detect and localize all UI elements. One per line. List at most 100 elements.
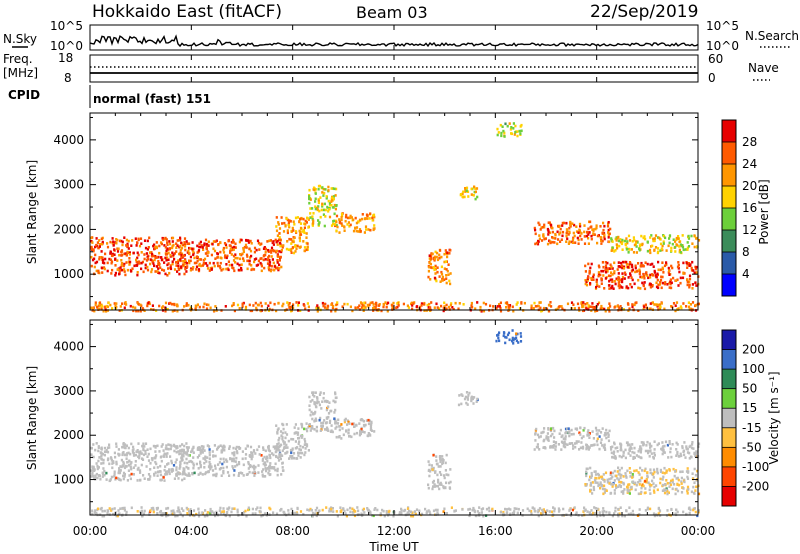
power-cell [686, 263, 689, 266]
power-cell [309, 212, 312, 215]
power-cell [288, 237, 291, 241]
power-cell [474, 307, 477, 310]
power-cell [357, 230, 360, 233]
velocity-cell [262, 446, 265, 449]
power-cell [672, 302, 676, 305]
velocity-cell [304, 447, 307, 450]
velocity-cell [570, 433, 573, 436]
power-cell [392, 301, 395, 305]
power-cell [320, 208, 323, 212]
power-cell [316, 304, 319, 307]
velocity-cell [545, 435, 548, 438]
power-cell [568, 226, 571, 230]
power-cell [204, 262, 208, 265]
velocity-cell [629, 512, 633, 515]
velocity-cell [166, 470, 169, 473]
power-cell [327, 189, 330, 192]
power-cell [599, 307, 602, 311]
velocity-cell [278, 436, 281, 440]
power-cell [323, 306, 327, 309]
power-cell [351, 309, 354, 313]
velocity-cell [301, 451, 304, 455]
nsearch-tick-high: 10^5 [706, 19, 739, 33]
power-cell [176, 309, 179, 313]
velocity-cell [93, 511, 96, 514]
power-cell [537, 221, 540, 225]
nsearch-tick-low: 10^0 [706, 39, 739, 53]
power-cell [677, 267, 680, 270]
power-cell [649, 236, 652, 239]
velocity-cell [281, 437, 284, 441]
velocity-cell [562, 442, 565, 446]
velocity-cell [626, 488, 629, 492]
velocity-cell [661, 446, 664, 449]
velocity-cell [606, 432, 609, 435]
velocity-cell [280, 507, 283, 511]
velocity-cell [165, 444, 168, 447]
velocity-cell [267, 446, 270, 449]
velocity-cell [118, 477, 121, 481]
velocity-cell [686, 489, 689, 493]
velocity-cell [142, 442, 145, 446]
power-cell [98, 307, 101, 311]
velocity-cell [187, 466, 190, 470]
power-cell [549, 231, 552, 234]
power-cell [368, 303, 371, 307]
power-cell [114, 271, 117, 275]
power-cell [443, 301, 446, 305]
velocity-cell [259, 506, 262, 510]
velocity-cell [564, 442, 567, 446]
power-cell [206, 254, 209, 257]
velocity-cell [251, 512, 254, 515]
velocity-cell [179, 444, 182, 448]
power-cell [633, 243, 636, 247]
power-cell [619, 285, 623, 288]
velocity-cell [685, 470, 689, 473]
power-cell [363, 301, 366, 305]
power-cell [606, 224, 610, 228]
power-cell [565, 240, 568, 243]
power-cell [657, 268, 660, 272]
power-cell [496, 127, 499, 131]
velocity-cell [664, 488, 668, 492]
power-cell [359, 229, 362, 233]
velocity-cell [188, 460, 191, 463]
power-cell [198, 305, 201, 309]
velocity-cell [195, 512, 198, 516]
velocity-cell [181, 514, 184, 518]
power-cell [429, 306, 432, 309]
power-cell [198, 242, 201, 245]
velocity-cell [302, 513, 305, 516]
power-cell [210, 253, 213, 257]
power-cell [233, 245, 236, 249]
power-cell [429, 262, 432, 266]
velocity-cell [620, 490, 623, 494]
power-cell [639, 275, 642, 279]
power-cell [287, 224, 290, 227]
power-cell [274, 238, 277, 242]
velocity-cell [297, 442, 300, 446]
velocity-cell [181, 443, 184, 446]
velocity-cell [155, 462, 158, 466]
power-cell [648, 248, 652, 252]
power-cell [434, 272, 437, 275]
velocity-cell [646, 507, 649, 511]
power-cbar-swatch [722, 142, 736, 165]
velocity-cell [618, 480, 621, 484]
power-cell [587, 276, 590, 279]
power-cell [676, 265, 680, 269]
velocity-cell [281, 449, 284, 452]
velocity-cell [586, 434, 589, 437]
power-cell [90, 247, 94, 251]
velocity-cell [470, 398, 473, 401]
power-cell [498, 305, 501, 308]
power-cell [103, 306, 106, 309]
velocity-cell [281, 422, 284, 426]
velocity-cell [594, 507, 597, 510]
power-cell [391, 304, 394, 307]
velocity-cell [186, 512, 189, 515]
velocity-cell [604, 448, 607, 451]
velocity-cell [693, 452, 696, 456]
velocity-cell [663, 466, 666, 470]
velocity-cell [281, 454, 284, 457]
